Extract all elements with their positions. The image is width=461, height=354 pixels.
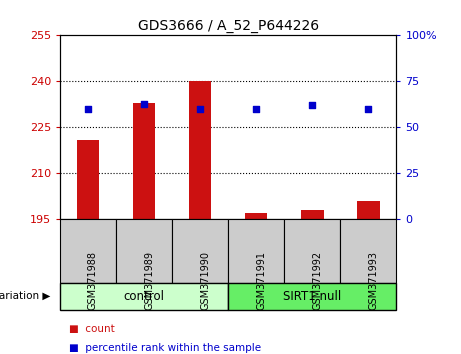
Text: GSM371991: GSM371991 <box>256 251 266 310</box>
Bar <box>357 201 379 219</box>
Text: control: control <box>124 290 165 303</box>
Bar <box>133 103 155 219</box>
Text: SIRT1 null: SIRT1 null <box>283 290 342 303</box>
Point <box>196 106 204 112</box>
Text: GSM371988: GSM371988 <box>88 251 98 310</box>
Point <box>253 106 260 112</box>
Text: GSM371989: GSM371989 <box>144 251 154 310</box>
Point <box>140 101 148 106</box>
Text: ■  count: ■ count <box>69 324 115 334</box>
Bar <box>245 213 267 219</box>
Bar <box>301 210 324 219</box>
Text: GSM371992: GSM371992 <box>313 251 322 310</box>
Text: ■  percentile rank within the sample: ■ percentile rank within the sample <box>69 343 261 353</box>
Text: genotype/variation ▶: genotype/variation ▶ <box>0 291 51 302</box>
Point <box>365 106 372 112</box>
Text: GSM371990: GSM371990 <box>200 251 210 310</box>
Point <box>84 106 92 112</box>
Point <box>309 103 316 108</box>
Title: GDS3666 / A_52_P644226: GDS3666 / A_52_P644226 <box>138 19 319 33</box>
Bar <box>77 140 99 219</box>
Bar <box>189 81 211 219</box>
Text: GSM371993: GSM371993 <box>368 251 378 310</box>
